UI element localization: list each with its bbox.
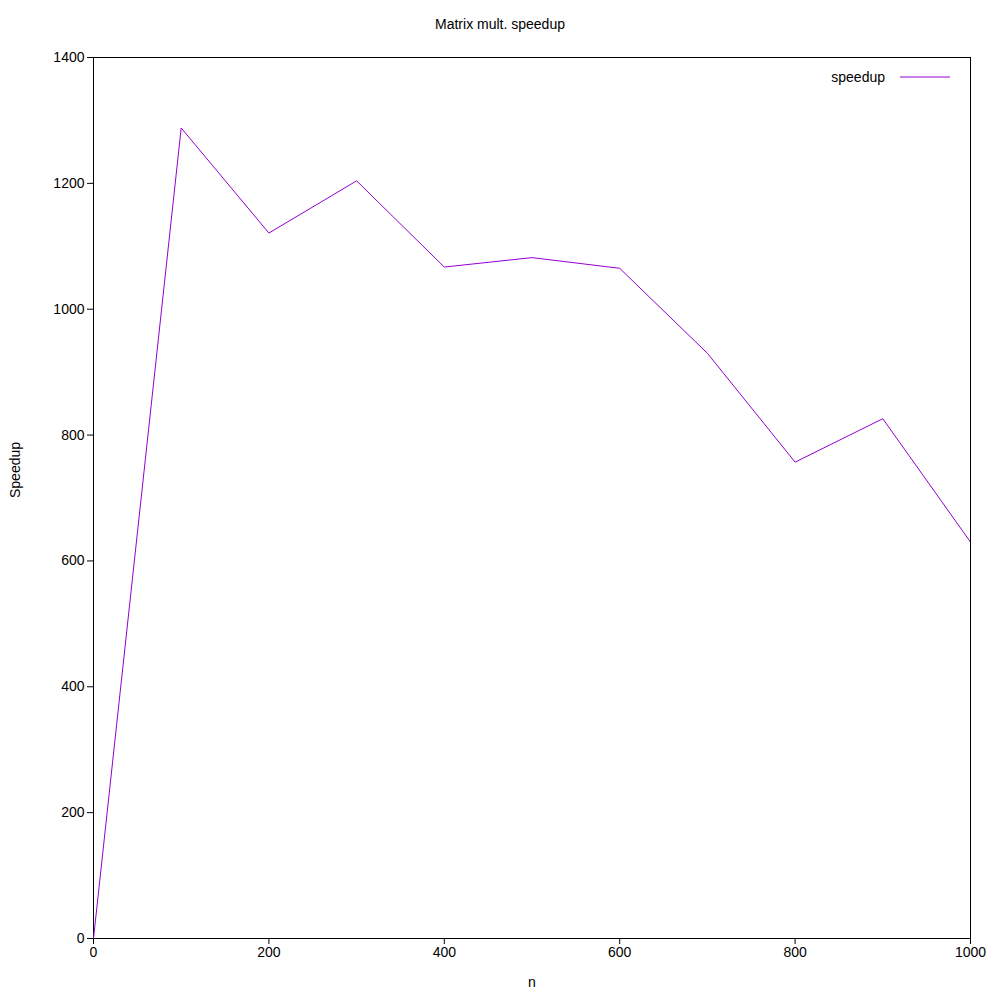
svg-text:0: 0: [90, 944, 98, 960]
svg-text:1200: 1200: [53, 175, 84, 191]
html-text:Matrix mult. speedup: Matrix mult. speedup: [435, 16, 565, 32]
svg-text:Speedup: Speedup: [7, 442, 23, 498]
svg-text:600: 600: [608, 944, 632, 960]
svg-text:1400: 1400: [53, 49, 84, 65]
svg-text:speedup: speedup: [831, 69, 885, 85]
svg-text:200: 200: [257, 944, 281, 960]
svg-text:400: 400: [433, 944, 457, 960]
svg-text:800: 800: [783, 944, 807, 960]
svg-text:0: 0: [77, 930, 85, 946]
svg-text:1000: 1000: [955, 944, 986, 960]
svg-text:1000: 1000: [53, 301, 84, 317]
svg-text:600: 600: [61, 552, 85, 568]
svg-text:n: n: [528, 974, 536, 990]
svg-text:800: 800: [61, 427, 85, 443]
svg-text:400: 400: [61, 678, 85, 694]
svg-text:200: 200: [61, 804, 85, 820]
